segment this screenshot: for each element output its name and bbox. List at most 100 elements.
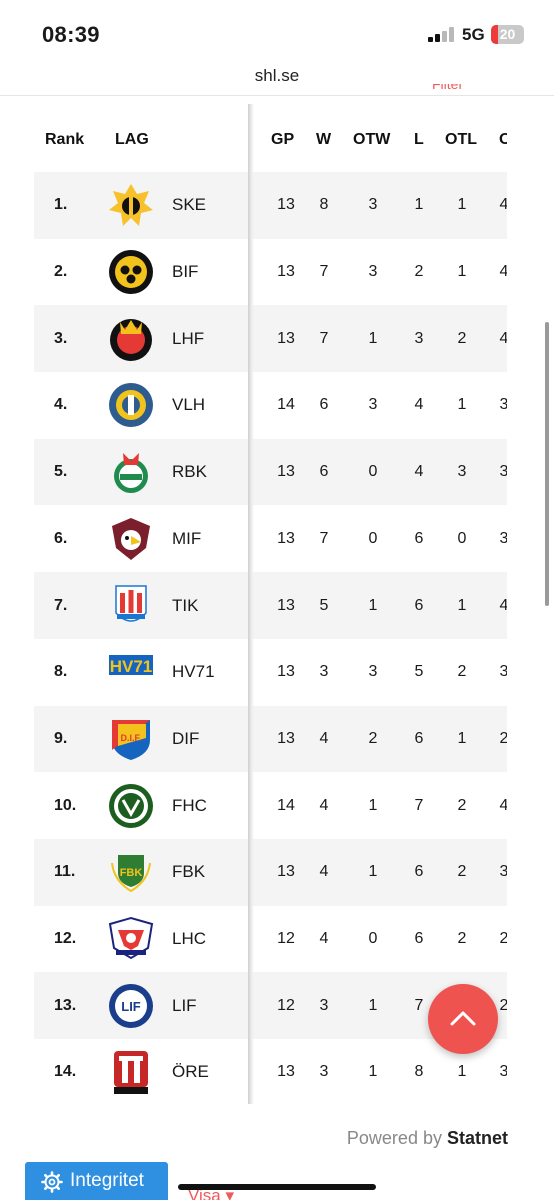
otl-cell: 1 bbox=[457, 596, 467, 614]
otw-cell: 2 bbox=[368, 729, 378, 747]
next-cell: 3 bbox=[499, 396, 507, 414]
next-cell: 4 bbox=[499, 796, 507, 814]
orebro-logo bbox=[108, 1049, 154, 1095]
battery-level: 20 bbox=[499, 26, 516, 42]
table-row[interactable]: 2. BIF 13 7 3 2 1 4 bbox=[34, 239, 507, 306]
rank-cell: 14. bbox=[54, 1063, 77, 1081]
powered-by-brand: Statnet bbox=[446, 1128, 508, 1148]
gp-cell: 13 bbox=[277, 729, 295, 747]
address-bar[interactable]: shl.se bbox=[0, 60, 554, 96]
team-abbreviation[interactable]: LHF bbox=[172, 328, 205, 348]
status-time: 08:39 bbox=[42, 22, 100, 47]
url-text: shl.se bbox=[254, 66, 300, 85]
w-cell: 5 bbox=[319, 596, 329, 614]
rank-cell: 12. bbox=[54, 930, 77, 948]
frolunda-logo bbox=[108, 783, 154, 829]
w-cell: 7 bbox=[319, 329, 329, 347]
otw-cell: 1 bbox=[368, 796, 378, 814]
team-abbreviation[interactable]: VLH bbox=[172, 395, 206, 415]
otw-cell: 3 bbox=[368, 396, 378, 414]
gp-cell: 13 bbox=[277, 329, 295, 347]
table-row[interactable]: 12. LHC 12 4 0 6 2 2 bbox=[34, 906, 507, 973]
header-w[interactable]: W bbox=[316, 131, 332, 148]
cellular-signal-icon bbox=[428, 26, 456, 42]
team-abbreviation[interactable]: DIF bbox=[172, 728, 200, 748]
header-l[interactable]: L bbox=[414, 131, 424, 148]
otl-cell: 1 bbox=[457, 729, 467, 747]
otw-cell: 1 bbox=[368, 996, 378, 1014]
table-row[interactable]: 5. RBK 13 6 0 4 3 3 bbox=[34, 438, 507, 506]
l-cell: 3 bbox=[414, 329, 424, 347]
svg-text:LIF: LIF bbox=[121, 999, 141, 1014]
rank-cell: 13. bbox=[54, 996, 77, 1014]
team-abbreviation[interactable]: BIF bbox=[172, 262, 199, 282]
otw-cell: 1 bbox=[368, 596, 378, 614]
w-cell: 6 bbox=[319, 463, 329, 481]
next-cell: 3 bbox=[499, 463, 507, 481]
next-cell: 4 bbox=[499, 329, 507, 347]
table-row[interactable]: 9. D.I.F. DIF 13 4 2 6 1 2 bbox=[34, 705, 507, 773]
team-abbreviation[interactable]: LHC bbox=[172, 929, 207, 949]
otw-cell: 1 bbox=[368, 1063, 378, 1081]
otl-cell: 2 bbox=[457, 329, 467, 347]
rank-cell: 4. bbox=[54, 396, 68, 414]
gp-cell: 13 bbox=[277, 196, 295, 214]
timra-logo bbox=[108, 583, 154, 629]
integrity-button[interactable]: Integritet bbox=[25, 1162, 168, 1200]
team-abbreviation[interactable]: TIK bbox=[172, 595, 199, 615]
gp-cell: 13 bbox=[277, 663, 295, 681]
filter-button[interactable]: Filter bbox=[432, 84, 464, 92]
rank-cell: 5. bbox=[54, 463, 68, 481]
team-abbreviation[interactable]: MIF bbox=[172, 528, 202, 548]
otl-cell: 2 bbox=[457, 930, 467, 948]
table-row[interactable]: 4. VLH 14 6 3 4 1 3 bbox=[34, 372, 507, 439]
table-row[interactable]: 7. TIK 13 5 1 6 1 4 bbox=[34, 572, 507, 639]
w-cell: 4 bbox=[319, 729, 329, 747]
gp-cell: 13 bbox=[277, 1063, 295, 1081]
table-row[interactable]: 6. MIF 13 7 0 6 0 3 bbox=[34, 506, 507, 573]
table-row[interactable]: 14. ÖRE 13 3 1 8 1 3 bbox=[34, 1039, 507, 1104]
table-row[interactable]: 11. FBK FBK 13 4 1 6 2 3 bbox=[34, 839, 507, 906]
header-team[interactable]: LAG bbox=[115, 131, 149, 148]
leksand-logo: LIF bbox=[108, 983, 154, 1029]
gp-cell: 13 bbox=[277, 263, 295, 281]
skelleftea-logo bbox=[108, 182, 154, 228]
team-abbreviation[interactable]: FHC bbox=[172, 795, 207, 815]
otl-cell: 1 bbox=[457, 263, 467, 281]
status-bar: 08:39 5G 20 bbox=[0, 0, 554, 60]
scroll-to-top-button[interactable] bbox=[428, 984, 498, 1054]
team-abbreviation[interactable]: HV71 bbox=[172, 662, 215, 682]
team-abbreviation[interactable]: LIF bbox=[172, 995, 197, 1015]
table-row[interactable]: 1. SKE 13 8 3 1 1 4 bbox=[34, 172, 507, 239]
table-row[interactable]: 3. LHF 13 7 1 3 2 4 bbox=[34, 305, 507, 373]
header-next[interactable]: O bbox=[499, 131, 507, 148]
lulea-logo bbox=[108, 316, 154, 362]
w-cell: 3 bbox=[319, 1063, 329, 1081]
hv71-logo: HV71 bbox=[108, 649, 154, 695]
next-cell: 2 bbox=[499, 729, 507, 747]
svg-text:HV71: HV71 bbox=[110, 657, 153, 676]
next-cell: 3 bbox=[499, 1063, 507, 1081]
header-otw[interactable]: OTW bbox=[353, 131, 391, 148]
page-scrollbar[interactable] bbox=[545, 322, 549, 606]
gp-cell: 12 bbox=[277, 930, 295, 948]
table-row[interactable]: 8. HV71 HV71 13 3 3 5 2 3 bbox=[34, 639, 507, 706]
rank-cell: 9. bbox=[54, 729, 68, 747]
header-rank[interactable]: Rank bbox=[45, 131, 85, 148]
team-abbreviation[interactable]: RBK bbox=[172, 462, 207, 482]
team-abbreviation[interactable]: FBK bbox=[172, 862, 206, 882]
table-row[interactable]: 13.LIFLIF1231722 bbox=[34, 972, 507, 1040]
malmo-logo bbox=[108, 516, 154, 562]
table-row[interactable]: 10. FHC 14 4 1 7 2 4 bbox=[34, 772, 507, 839]
svg-text:D.I.F.: D.I.F. bbox=[120, 733, 141, 743]
header-gp[interactable]: GP bbox=[271, 131, 295, 148]
l-cell: 6 bbox=[414, 930, 424, 948]
l-cell: 2 bbox=[414, 263, 424, 281]
gp-cell: 13 bbox=[277, 596, 295, 614]
gp-cell: 12 bbox=[277, 996, 295, 1014]
team-abbreviation[interactable]: SKE bbox=[172, 195, 207, 215]
header-otl[interactable]: OTL bbox=[445, 131, 477, 148]
otw-cell: 3 bbox=[368, 663, 378, 681]
team-abbreviation[interactable]: ÖRE bbox=[172, 1062, 209, 1082]
otw-cell: 0 bbox=[368, 463, 378, 481]
